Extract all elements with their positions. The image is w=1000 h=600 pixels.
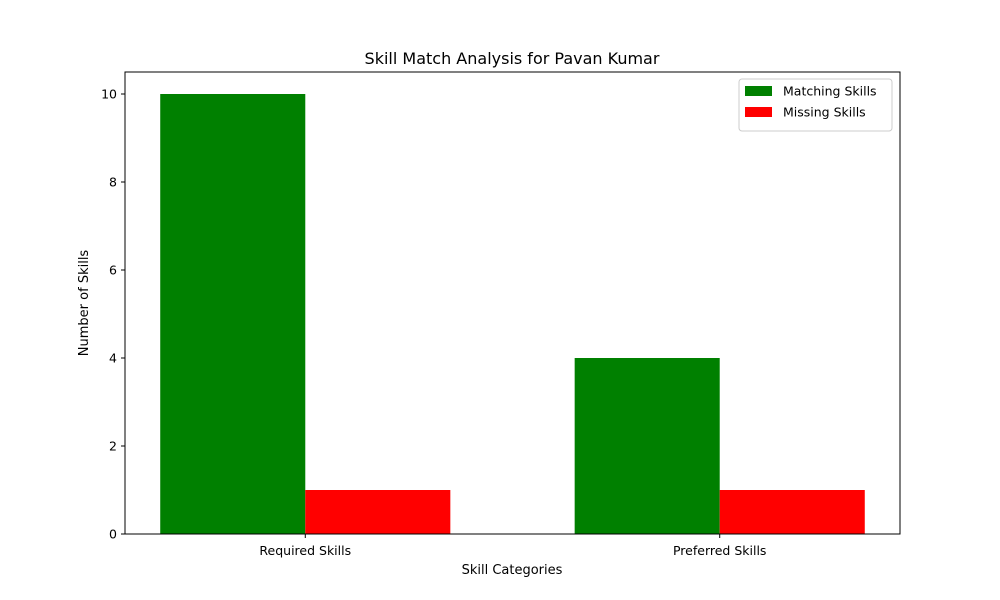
y-tick-label: 6	[109, 263, 117, 278]
x-tick-label: Required Skills	[259, 543, 351, 558]
legend-swatch	[745, 107, 772, 117]
y-tick-label: 2	[109, 439, 117, 454]
x-axis-label: Skill Categories	[462, 563, 563, 578]
y-axis-label: Number of Skills	[77, 250, 92, 357]
bar-matching-skills-1	[574, 358, 720, 534]
x-tick-label: Preferred Skills	[673, 543, 766, 558]
y-tick-label: 10	[101, 87, 117, 102]
legend-frame	[738, 78, 893, 132]
plot-frame	[124, 71, 901, 535]
y-tick-label: 0	[109, 527, 117, 542]
y-axis-ticks: 0 2 4 6 8 10	[101, 87, 125, 542]
y-tick-label: 4	[109, 351, 117, 366]
legend-label: Matching Skills	[783, 84, 877, 99]
bar-missing-skills-0	[305, 490, 451, 534]
x-axis-ticks: Required Skills Preferred Skills	[259, 534, 766, 558]
y-tick-label: 8	[109, 175, 117, 190]
bar-missing-skills-1	[719, 490, 865, 534]
bar-matching-skills-0	[160, 94, 306, 534]
bars-group	[160, 94, 865, 534]
legend: Matching Skills Missing Skills	[738, 78, 893, 132]
chart-title: Skill Match Analysis for Pavan Kumar	[365, 49, 660, 68]
legend-label: Missing Skills	[783, 105, 866, 120]
legend-swatch	[745, 86, 772, 96]
